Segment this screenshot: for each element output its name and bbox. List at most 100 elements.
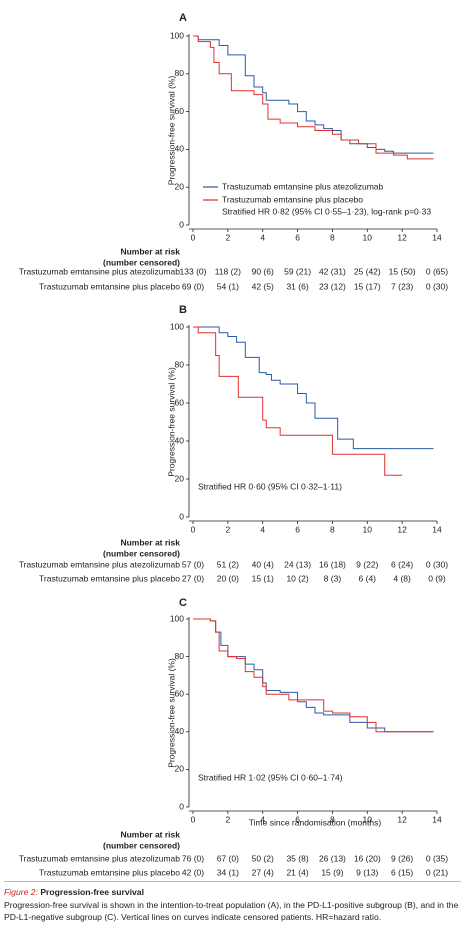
y-tick-label: 60 (175, 397, 185, 407)
x-tick-label: 0 (191, 232, 196, 242)
x-tick-label: 4 (260, 524, 265, 534)
risk-value: 24 (13) (284, 559, 311, 569)
x-tick-label: 14 (432, 814, 442, 824)
risk-value: 133 (0) (180, 266, 207, 276)
panel-label: C (179, 597, 187, 609)
risk-header: (number censored) (103, 548, 180, 558)
risk-value: 42 (31) (319, 266, 346, 276)
risk-value: 6 (24) (391, 559, 413, 569)
risk-label: Trastuzumab emtansine plus atezolizumab (19, 853, 181, 863)
y-tick-label: 80 (175, 651, 185, 661)
x-tick-label: 8 (330, 232, 335, 242)
legend-label: Trastuzumab emtansine plus atezolizumab (222, 181, 384, 191)
y-tick-label: 20 (175, 764, 185, 774)
x-tick-label: 12 (397, 814, 407, 824)
x-tick-label: 4 (260, 814, 265, 824)
risk-value: 57 (0) (182, 559, 204, 569)
y-axis-label: Progression-free survival (%) (166, 367, 176, 477)
y-axis-label: Progression-free survival (%) (166, 658, 176, 768)
risk-value: 76 (0) (182, 853, 204, 863)
x-tick-label: 6 (295, 524, 300, 534)
risk-header: Number at risk (120, 829, 180, 839)
risk-value: 16 (18) (319, 559, 346, 569)
x-tick-label: 12 (397, 232, 407, 242)
y-tick-label: 40 (175, 726, 185, 736)
risk-value: 35 (8) (286, 853, 308, 863)
risk-value: 21 (4) (286, 867, 308, 877)
risk-value: 0 (30) (426, 281, 448, 291)
risk-value: 23 (12) (319, 281, 346, 291)
x-tick-label: 12 (397, 524, 407, 534)
risk-label: Trastuzumab emtansine plus atezolizumab (19, 559, 181, 569)
y-tick-label: 0 (179, 219, 184, 229)
risk-value: 0 (65) (426, 266, 448, 276)
x-tick-label: 6 (295, 232, 300, 242)
y-tick-label: 80 (175, 359, 185, 369)
x-tick-label: 10 (363, 524, 373, 534)
caption-label: Figure 2: (4, 887, 38, 897)
risk-value: 69 (0) (182, 281, 204, 291)
risk-value: 0 (9) (428, 573, 446, 583)
risk-value: 25 (42) (354, 266, 381, 276)
caption: Figure 2: Progression-free survival Progr… (4, 881, 461, 924)
y-axis-label: Progression-free survival (%) (166, 76, 176, 186)
x-tick-label: 14 (432, 232, 442, 242)
y-tick-label: 60 (175, 106, 185, 116)
survival-curve (193, 35, 434, 154)
risk-header: Number at risk (120, 537, 180, 547)
survival-curve (193, 35, 434, 160)
panel-label: B (179, 304, 187, 316)
y-tick-label: 40 (175, 435, 185, 445)
annotation: Stratified HR 1·02 (95% CI 0·60–1·74) (198, 772, 343, 782)
x-tick-label: 10 (363, 232, 373, 242)
risk-value: 0 (21) (426, 867, 448, 877)
y-tick-label: 80 (175, 68, 185, 78)
risk-value: 26 (13) (319, 853, 346, 863)
risk-label: Trastuzumab emtansine plus atezolizumab (19, 266, 181, 276)
x-tick-label: 2 (225, 814, 230, 824)
x-tick-label: 10 (363, 814, 373, 824)
risk-value: 27 (0) (182, 573, 204, 583)
risk-value: 27 (4) (252, 867, 274, 877)
risk-label: Trastuzumab emtansine plus placebo (39, 573, 180, 583)
risk-value: 6 (4) (359, 573, 377, 583)
y-tick-label: 20 (175, 181, 185, 191)
risk-value: 51 (2) (217, 559, 239, 569)
x-tick-label: 8 (330, 524, 335, 534)
y-tick-label: 20 (175, 473, 185, 483)
x-axis-label: Time since randomisation (months) (249, 817, 382, 827)
risk-value: 0 (35) (426, 853, 448, 863)
y-tick-label: 60 (175, 688, 185, 698)
caption-title: Progression-free survival (40, 887, 144, 897)
risk-value: 9 (26) (391, 853, 413, 863)
risk-value: 0 (30) (426, 559, 448, 569)
y-tick-label: 0 (179, 801, 184, 811)
risk-value: 7 (23) (391, 281, 413, 291)
risk-value: 42 (0) (182, 867, 204, 877)
x-tick-label: 2 (225, 232, 230, 242)
annotation: Stratified HR 0·60 (95% CI 0·32–1·11) (198, 481, 342, 491)
risk-value: 50 (2) (252, 853, 274, 863)
risk-header: (number censored) (103, 257, 180, 267)
risk-header: Number at risk (120, 246, 180, 256)
x-tick-label: 4 (260, 232, 265, 242)
x-tick-label: 6 (295, 814, 300, 824)
risk-value: 59 (21) (284, 266, 311, 276)
y-tick-label: 0 (179, 511, 184, 521)
survival-curve (193, 326, 403, 476)
risk-value: 42 (5) (252, 281, 274, 291)
risk-value: 40 (4) (252, 559, 274, 569)
survival-curve (193, 618, 434, 733)
annotation: Stratified HR 0·82 (95% CI 0·55–1·23), l… (222, 206, 431, 216)
risk-value: 16 (20) (354, 853, 381, 863)
risk-header: (number censored) (103, 840, 180, 850)
x-tick-label: 2 (225, 524, 230, 534)
caption-text: Progression-free survival is shown in th… (4, 899, 459, 923)
y-tick-label: 40 (175, 144, 185, 154)
legend-label: Trastuzumab emtansine plus placebo (222, 194, 363, 204)
risk-value: 67 (0) (217, 853, 239, 863)
risk-value: 15 (50) (389, 266, 416, 276)
y-tick-label: 100 (170, 321, 184, 331)
x-tick-label: 0 (191, 814, 196, 824)
